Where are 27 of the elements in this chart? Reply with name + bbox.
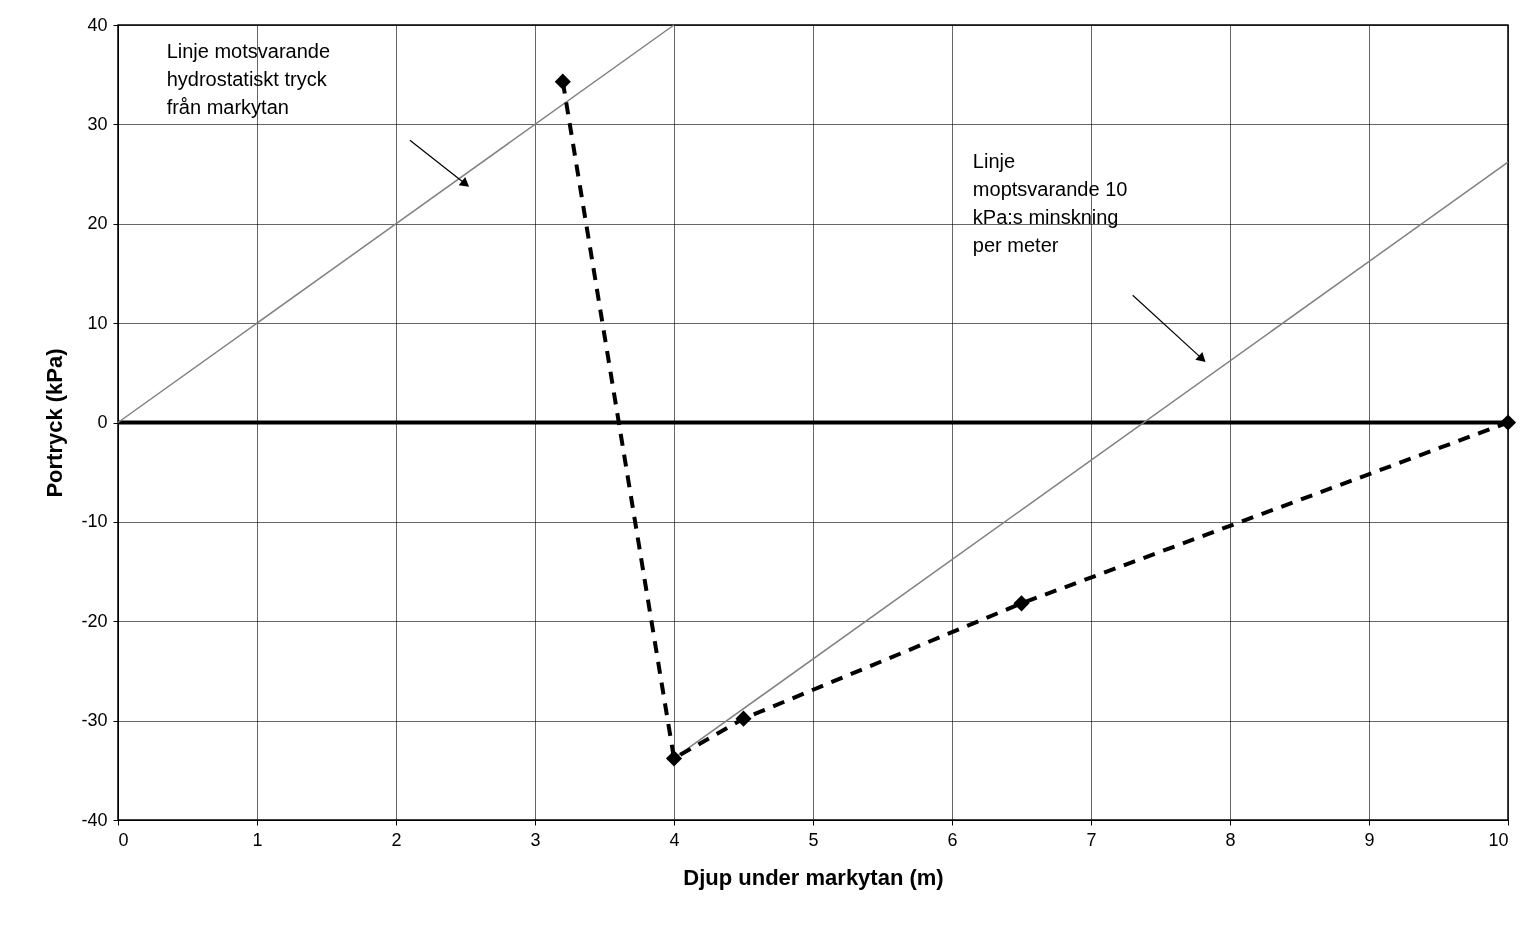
y-tick-label: 40: [87, 14, 108, 35]
point: [665, 750, 683, 767]
x-tick-label: 9: [1364, 829, 1375, 850]
y-tick-label: 30: [87, 113, 108, 134]
x-tick-label: 8: [1225, 829, 1236, 850]
x-tick-label: 1: [252, 829, 263, 850]
y-axis-title: Portryck (kPa): [42, 348, 68, 498]
point: [735, 710, 752, 727]
x-tick-label: 4: [669, 829, 680, 850]
y-tick-label: -10: [81, 511, 108, 532]
point: [1499, 414, 1517, 431]
y-tick-label: -20: [81, 610, 108, 631]
x-tick-label: 10: [1488, 829, 1509, 850]
point: [1013, 595, 1030, 612]
y-tick-label: -40: [81, 809, 108, 830]
x-tick-label: 2: [391, 829, 402, 850]
x-axis-title: Djup under markytan (m): [683, 864, 944, 890]
y-tick-label: -30: [81, 710, 108, 731]
x-tick-label: 5: [808, 829, 819, 850]
x-tick-label: 0: [118, 829, 129, 850]
y-tick-label: 0: [97, 412, 108, 432]
x-tick-label: 7: [1086, 829, 1097, 850]
x-tick-label: 3: [530, 829, 541, 850]
point: [554, 73, 571, 90]
x-tick-label: 6: [947, 829, 958, 850]
y-tick-label: 10: [87, 312, 108, 333]
y-tick-label: 20: [87, 213, 108, 234]
